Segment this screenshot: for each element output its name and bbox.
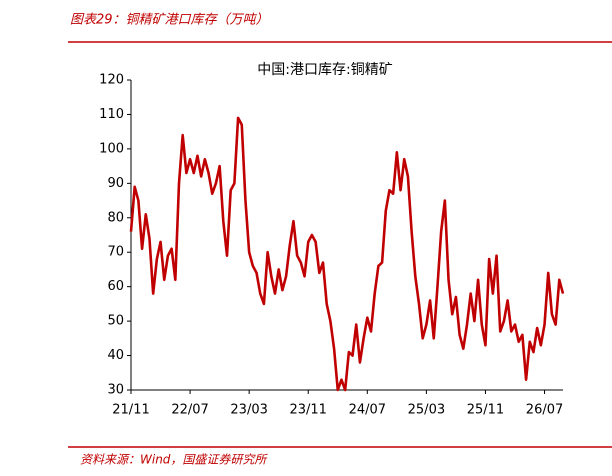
- x-tick-label: 23/11: [289, 403, 326, 418]
- source-note: 资料来源：Wind，国盛证券研究所: [80, 453, 268, 467]
- x-tick-label: 25/03: [408, 403, 445, 418]
- x-tick-label: 25/11: [467, 403, 504, 418]
- y-tick-label: 30: [107, 383, 124, 398]
- header-title: 图表29：铜精矿港口库存（万吨）: [70, 12, 269, 28]
- x-tick-label: 23/03: [230, 403, 267, 418]
- y-tick-label: 40: [107, 348, 124, 363]
- y-tick-label: 110: [99, 107, 124, 122]
- y-tick-label: 90: [107, 176, 124, 191]
- y-tick-label: 70: [107, 245, 124, 260]
- x-tick-label: 22/07: [171, 403, 208, 418]
- x-tick-label: 26/07: [526, 403, 563, 418]
- y-tick-label: 120: [99, 73, 124, 88]
- data-line: [129, 116, 565, 392]
- y-tick-label: 60: [107, 279, 124, 294]
- y-tick-label: 80: [107, 210, 124, 225]
- x-tick-label: 21/11: [112, 403, 149, 418]
- y-tick-label: 50: [107, 314, 124, 329]
- y-tick-label: 100: [99, 141, 124, 156]
- x-tick-label: 24/07: [349, 403, 386, 418]
- chart-title: 中国:港口库存:铜精矿: [257, 62, 392, 78]
